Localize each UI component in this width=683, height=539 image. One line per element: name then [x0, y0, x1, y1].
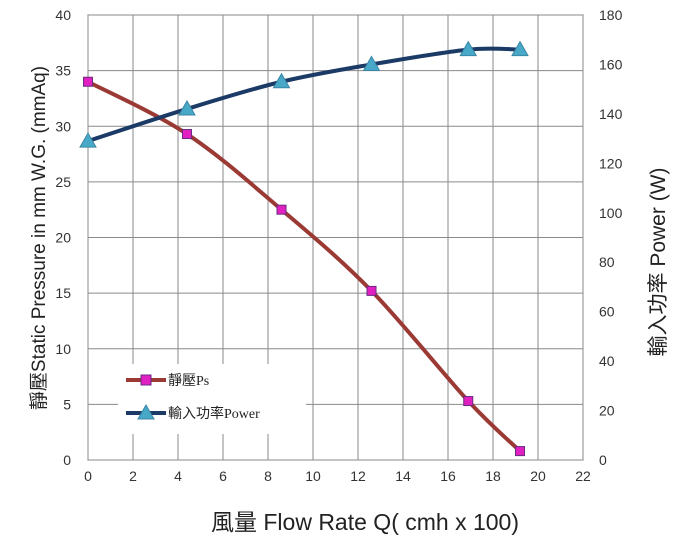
- data-point-power: [511, 40, 529, 57]
- y-right-tick-label: 20: [599, 403, 615, 419]
- y-right-tick-label: 80: [599, 254, 615, 270]
- x-tick-label: 20: [530, 468, 546, 484]
- y-left-tick-label: 15: [55, 285, 71, 301]
- x-tick-label: 2: [129, 468, 137, 484]
- y-left-tick-label: 25: [55, 174, 71, 190]
- x-tick-label: 18: [485, 468, 501, 484]
- y-right-tick-label: 140: [599, 106, 623, 122]
- data-point-pressure: [83, 76, 93, 87]
- x-tick-label: 6: [219, 468, 227, 484]
- y-right-tick-label: 180: [599, 7, 623, 23]
- x-tick-label: 12: [350, 468, 366, 484]
- data-point-power: [79, 132, 97, 148]
- y-right-tick-label: 60: [599, 304, 615, 320]
- y-axis-right-title: 輸入功率 Power (W): [647, 168, 670, 357]
- legend-marker-pressure: [140, 374, 152, 386]
- data-point-pressure: [463, 396, 474, 407]
- y-right-tick-label: 100: [599, 205, 623, 221]
- data-point-pressure: [182, 129, 192, 140]
- y-left-tick-label: 40: [55, 7, 71, 23]
- x-tick-label: 14: [395, 468, 411, 484]
- x-tick-label: 0: [84, 468, 92, 484]
- series-line-power: [87, 46, 521, 143]
- y-left-tick-label: 10: [55, 341, 71, 357]
- data-point-power: [362, 55, 381, 71]
- data-point-power: [272, 72, 291, 89]
- legend-label-power: 輸入功率Power: [168, 405, 260, 422]
- data-point-power: [178, 99, 196, 116]
- legend-marker-power: [137, 403, 155, 420]
- data-point-pressure: [276, 204, 287, 215]
- x-tick-label: 22: [575, 468, 591, 484]
- x-tick-label: 4: [174, 468, 182, 484]
- y-left-tick-label: 0: [63, 452, 71, 468]
- x-tick-label: 10: [305, 468, 321, 484]
- x-tick-label: 8: [264, 468, 272, 484]
- y-right-tick-label: 40: [599, 353, 615, 369]
- y-right-tick-label: 120: [599, 155, 623, 171]
- data-point-pressure: [366, 285, 377, 296]
- y-left-tick-label: 30: [55, 118, 71, 134]
- y-right-tick-label: 160: [599, 56, 623, 72]
- y-left-tick-label: 5: [63, 396, 71, 412]
- legend: 靜壓Ps 輸入功率Power: [118, 364, 306, 434]
- x-tick-label: 16: [440, 468, 456, 484]
- series-layer: [79, 40, 529, 457]
- data-point-power: [459, 40, 478, 57]
- data-point-pressure: [515, 446, 525, 457]
- x-axis-title: 風量 Flow Rate Q( cmh x 100): [211, 509, 519, 535]
- y-left-tick-label: 35: [55, 63, 71, 79]
- y-axis-left-title: 靜壓Static Pressure in mm W.G. (mmAq): [28, 66, 50, 410]
- legend-label-pressure: 靜壓Ps: [168, 373, 209, 389]
- y-right-tick-label: 0: [599, 452, 607, 468]
- y-left-tick-label: 20: [55, 230, 71, 246]
- tick-labels: 0 2 4 6 8 10 12 14 16 18 20 22 0 5 10 15 20 25 30 35 40 0 20 40…: [55, 7, 622, 484]
